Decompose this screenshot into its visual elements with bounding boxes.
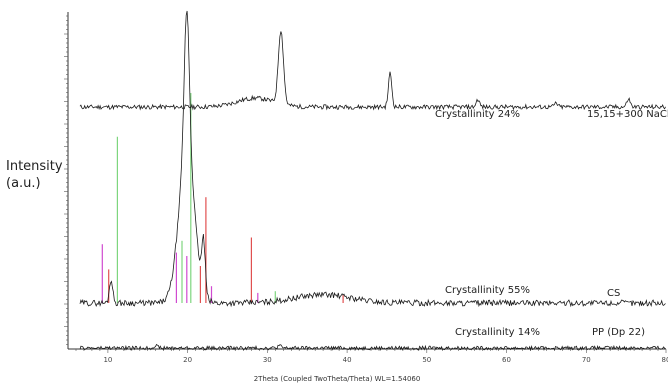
x-axis-label: 2Theta (Coupled TwoTheta/Theta) WL=1.540… xyxy=(254,375,421,383)
annotations: Crystallinity 24% 15,15+300 NaCl Crystalli… xyxy=(435,109,668,338)
x-tick-label: 10 xyxy=(103,356,112,364)
x-tick-label: 40 xyxy=(343,356,352,364)
x-tick-label: 20 xyxy=(183,356,192,364)
series-name-label: 15,15+300 NaCl xyxy=(587,109,668,120)
reference-lines xyxy=(101,93,344,303)
crystallinity-label: Crystallinity 24% xyxy=(435,109,520,120)
series-name-label: CS xyxy=(607,288,620,299)
y-axis-label-line-1: Intensity xyxy=(6,159,63,174)
crystallinity-label: Crystallinity 55% xyxy=(445,285,530,296)
y-axis-label: Intensity (a.u.) xyxy=(6,160,63,190)
x-axis-ticks: 10 20 30 40 50 60 70 80 xyxy=(75,349,668,364)
axes: 10 20 30 40 50 60 70 80 xyxy=(64,12,668,364)
series-line xyxy=(79,31,666,111)
series-name-label: PP (Dp 22) xyxy=(592,327,645,338)
crystallinity-label: Crystallinity 14% xyxy=(455,327,540,338)
x-tick-label: 60 xyxy=(502,356,511,364)
x-tick-label: 30 xyxy=(263,356,272,364)
series-line xyxy=(79,10,666,308)
series-line xyxy=(79,343,666,352)
x-tick-label: 70 xyxy=(582,356,591,364)
y-axis-label-line-2: (a.u.) xyxy=(6,176,41,191)
x-tick-label: 80 xyxy=(662,356,668,364)
x-tick-label: 50 xyxy=(422,356,431,364)
series-lines xyxy=(79,10,666,352)
y-axis-ticks xyxy=(64,15,68,345)
